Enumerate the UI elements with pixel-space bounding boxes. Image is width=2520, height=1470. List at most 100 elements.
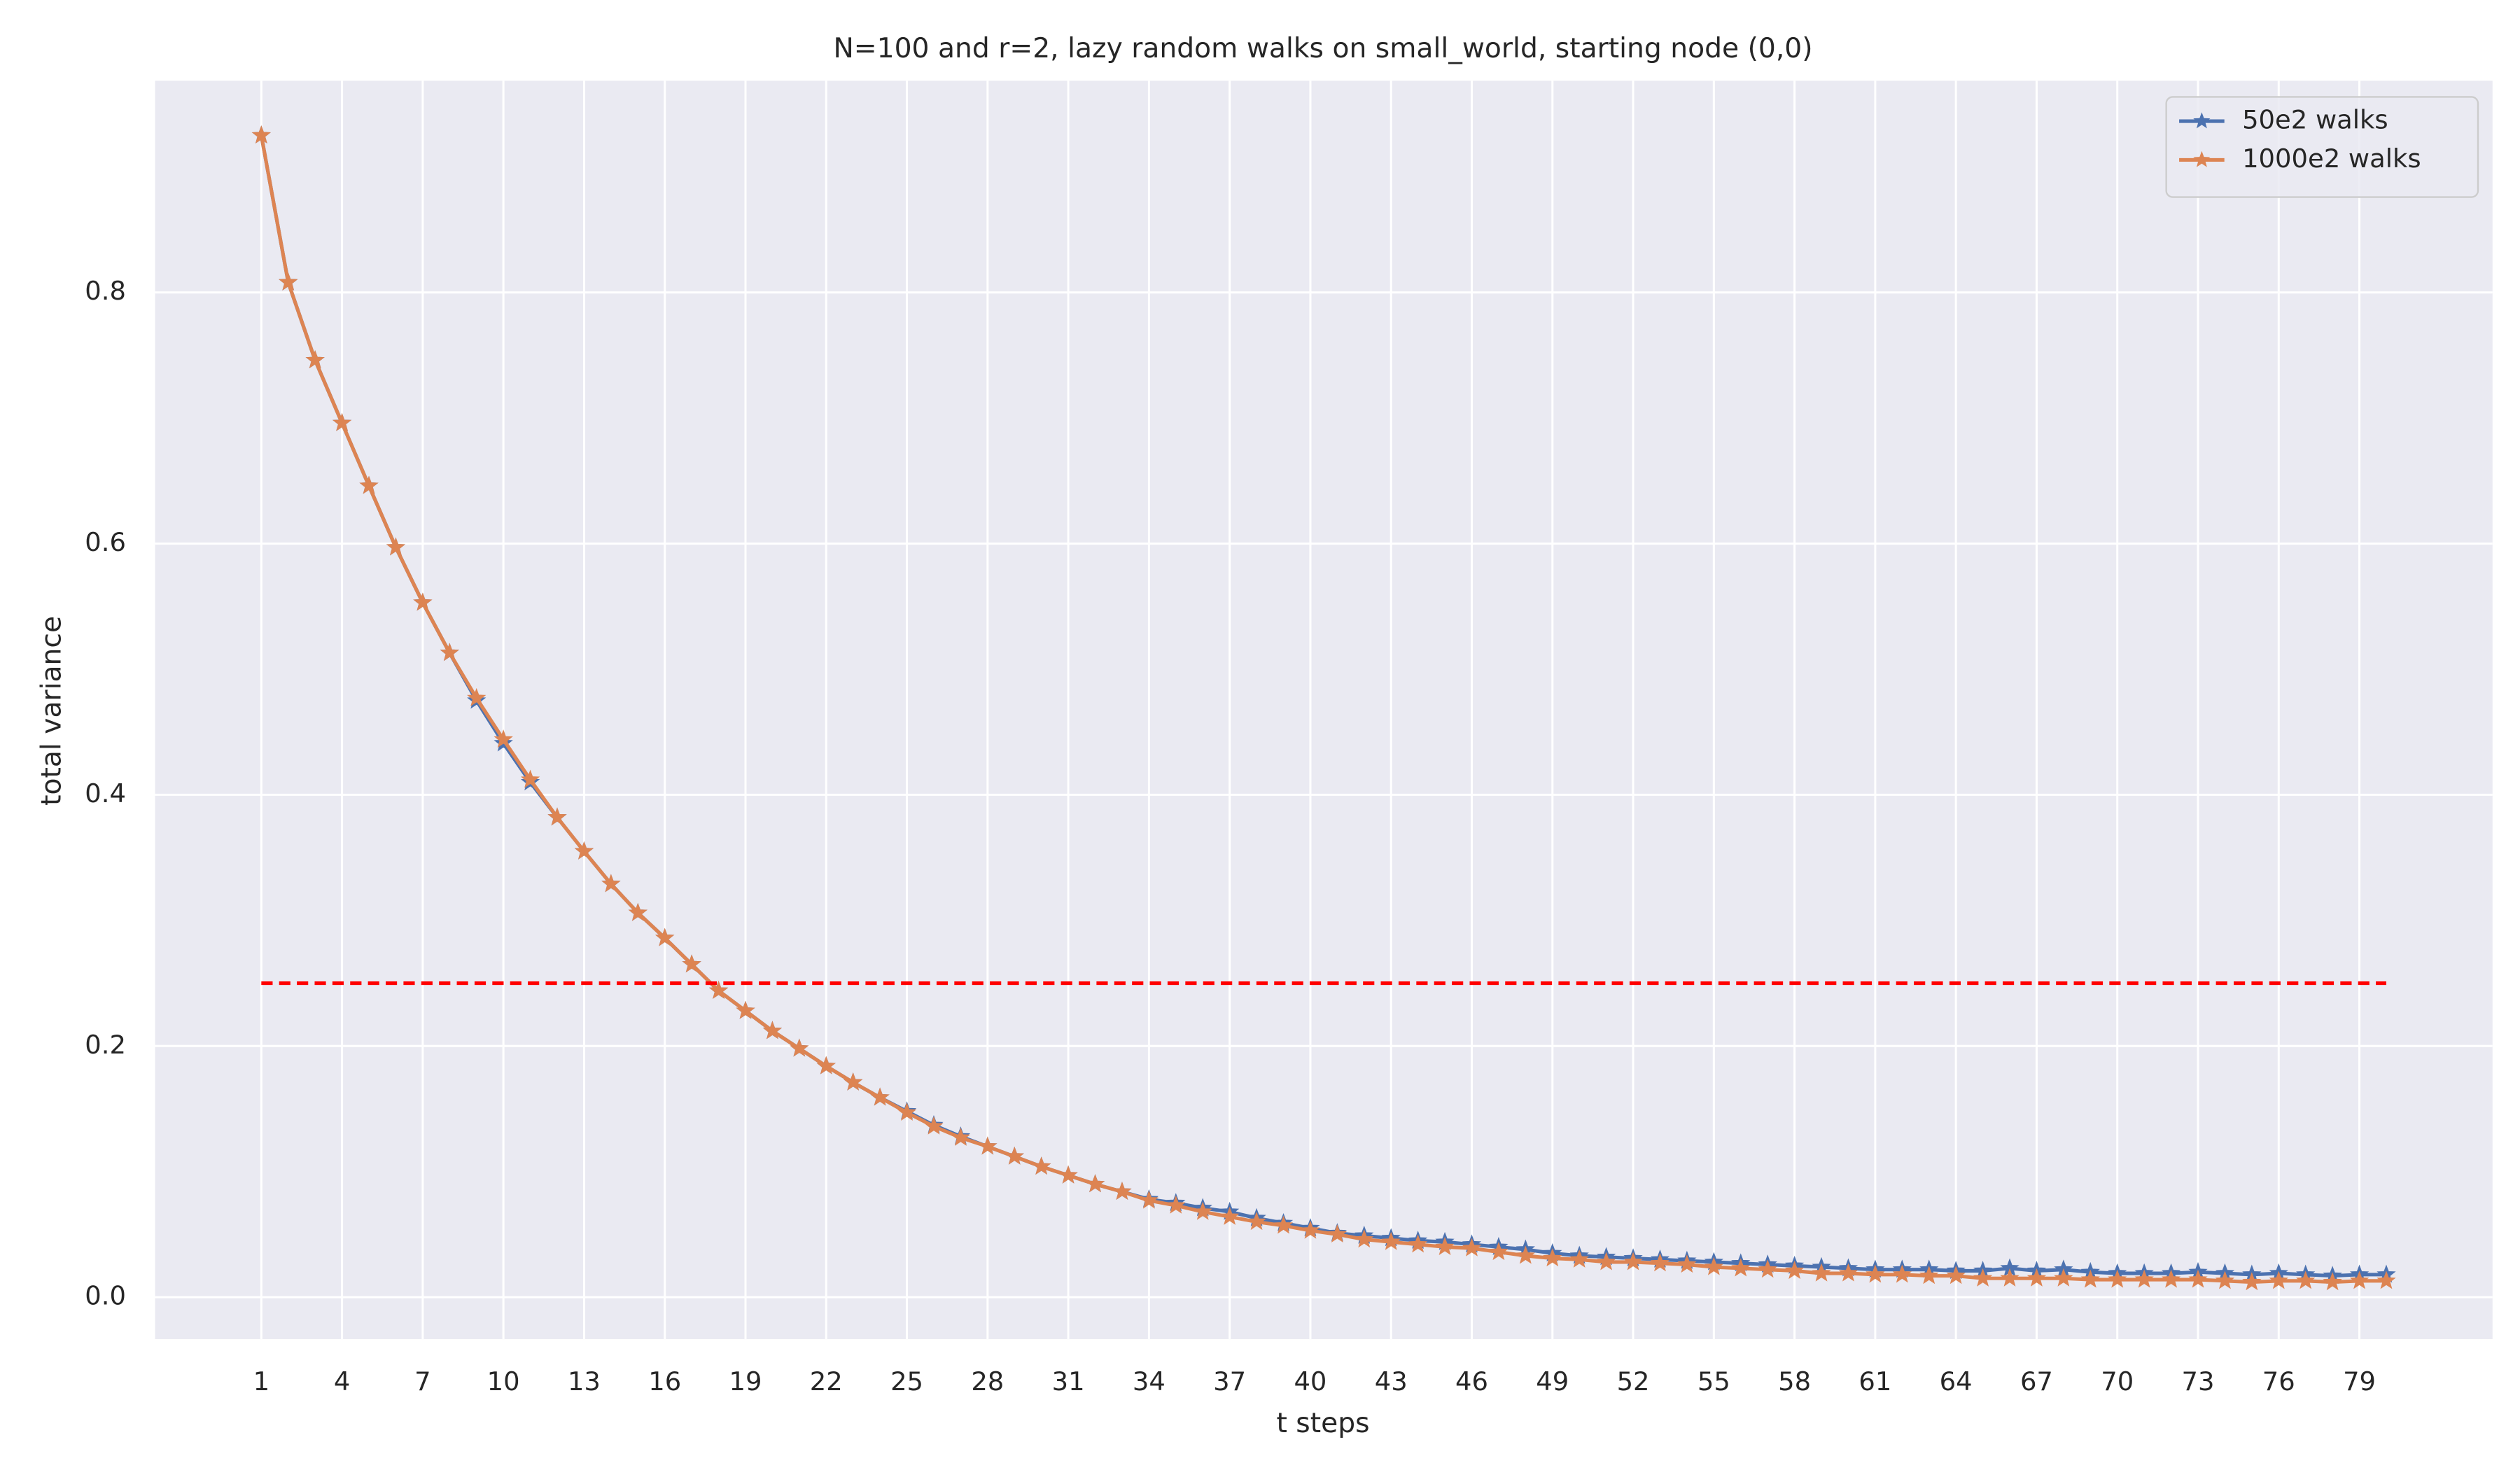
data-point: [1865, 1264, 1885, 1283]
data-point: [1489, 1242, 1508, 1261]
x-tick-label: 55: [1698, 1366, 1730, 1396]
y-tick-label: 0.2: [85, 1030, 126, 1060]
data-point: [1273, 1215, 1294, 1234]
data-point: [251, 125, 271, 144]
data-point: [2323, 1272, 2342, 1291]
x-tick-label: 67: [2020, 1366, 2053, 1396]
chart-title: N=100 and r=2, lazy random walks on smal…: [833, 33, 1812, 64]
x-tick-label: 52: [1617, 1366, 1650, 1396]
data-point: [1166, 1195, 1186, 1214]
data-point: [413, 592, 433, 611]
data-point: [1112, 1182, 1132, 1200]
data-point: [1193, 1201, 1212, 1220]
data-point: [2134, 1269, 2154, 1288]
data-point: [2108, 1269, 2127, 1288]
data-point: [1543, 1248, 1562, 1267]
marks: [251, 125, 2396, 1291]
data-point: [1139, 1190, 1159, 1209]
data-point: [1220, 1206, 1240, 1225]
data-point: [1247, 1212, 1266, 1231]
x-axis-label: t steps: [1276, 1408, 1369, 1439]
legend-box: [2165, 96, 2479, 198]
data-point: [1623, 1252, 1643, 1270]
x-tick-label: 25: [890, 1366, 923, 1396]
data-point: [440, 643, 459, 662]
data-point: [1301, 1220, 1320, 1239]
x-tick-label: 13: [568, 1366, 601, 1396]
data-point: [386, 537, 406, 556]
data-point: [2376, 1270, 2396, 1289]
y-tick-label: 0.8: [85, 276, 126, 306]
x-tick-label: 34: [1133, 1366, 1166, 1396]
x-tick-label: 64: [1940, 1366, 1973, 1396]
x-tick-label: 70: [2101, 1366, 2134, 1396]
data-point: [1946, 1266, 1966, 1284]
data-point: [951, 1127, 971, 1146]
data-point: [2000, 1268, 2019, 1287]
x-tick-label: 79: [2343, 1366, 2376, 1396]
data-point: [2296, 1270, 2316, 1289]
legend-marker: [2193, 112, 2211, 129]
data-point: [2242, 1272, 2262, 1291]
y-tick-label: 0.0: [85, 1281, 126, 1311]
x-tick-label: 10: [487, 1366, 520, 1396]
x-tick-label: 43: [1375, 1366, 1408, 1396]
data-point: [1650, 1253, 1670, 1272]
data-point: [870, 1087, 890, 1106]
data-point: [279, 272, 298, 290]
y-axis-label: total variance: [36, 616, 68, 806]
data-point: [1812, 1263, 1831, 1282]
data-point: [305, 350, 325, 369]
data-point: [1731, 1258, 1751, 1277]
x-tick-label: 28: [971, 1366, 1004, 1396]
legend: 50e2 walks 1000e2 walks: [2165, 96, 2479, 198]
x-tick-label: 76: [2262, 1366, 2295, 1396]
plot-area: [155, 80, 2493, 1340]
data-point: [2188, 1269, 2208, 1288]
data-point: [2269, 1270, 2288, 1289]
data-point: [628, 902, 648, 921]
x-tick-label: 19: [729, 1366, 762, 1396]
x-tick-label: 1: [253, 1366, 270, 1396]
data-point: [574, 841, 594, 860]
y-tick-label: 0.4: [85, 778, 126, 808]
data-point: [1327, 1224, 1348, 1243]
x-tick-label: 7: [414, 1366, 430, 1396]
x-tick-label: 37: [1213, 1366, 1246, 1396]
data-point: [924, 1116, 944, 1135]
x-tick-label: 58: [1778, 1366, 1811, 1396]
x-tick-label: 46: [1455, 1366, 1488, 1396]
data-point: [1919, 1266, 1939, 1284]
data-point: [2161, 1269, 2181, 1288]
data-point: [978, 1136, 997, 1155]
data-point: [1058, 1165, 1078, 1184]
data-point: [359, 475, 379, 494]
data-point: [2054, 1268, 2073, 1287]
data-point: [2080, 1269, 2100, 1288]
data-point: [1569, 1249, 1589, 1268]
data-point: [1435, 1237, 1455, 1255]
data-point: [547, 807, 567, 826]
x-tick-label: 40: [1294, 1366, 1326, 1396]
data-point: [1085, 1174, 1105, 1193]
data-point: [762, 1021, 783, 1040]
x-tick-label: 31: [1052, 1366, 1085, 1396]
data-point: [897, 1102, 917, 1121]
data-point: [1838, 1263, 1858, 1282]
x-tick-label: 4: [334, 1366, 350, 1396]
grid: [155, 80, 2493, 1340]
data-point: [790, 1038, 809, 1057]
data-point: [1758, 1259, 1777, 1278]
data-point: [2349, 1270, 2370, 1289]
data-point: [2026, 1268, 2047, 1287]
data-point: [736, 1000, 755, 1019]
data-point: [1516, 1245, 1535, 1264]
data-point: [2215, 1270, 2235, 1289]
data-point: [1677, 1254, 1697, 1273]
data-point: [844, 1072, 863, 1091]
y-tick-label: 0.6: [85, 527, 126, 557]
data-point: [601, 874, 621, 892]
data-point: [1381, 1231, 1401, 1250]
data-point: [1032, 1156, 1051, 1175]
